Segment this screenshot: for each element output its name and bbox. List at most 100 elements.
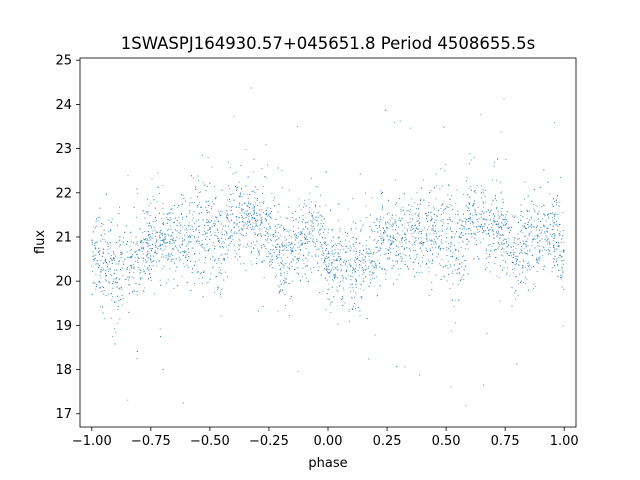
data-point [452, 252, 454, 254]
data-point [313, 211, 315, 213]
data-point [447, 194, 449, 196]
data-point [541, 231, 542, 233]
data-point [435, 225, 436, 227]
data-point [452, 272, 454, 274]
data-point [102, 248, 104, 250]
data-point [510, 246, 512, 248]
data-point [268, 214, 270, 216]
data-point [419, 247, 421, 249]
data-point [267, 228, 269, 230]
data-point [379, 218, 381, 220]
data-point [347, 266, 349, 268]
data-point [431, 246, 433, 248]
data-point [506, 242, 507, 244]
data-point [156, 265, 158, 267]
data-point [95, 288, 97, 290]
data-point [547, 181, 549, 183]
data-point [553, 250, 555, 252]
data-point [503, 267, 505, 268]
data-point [544, 214, 546, 216]
data-point [373, 272, 375, 274]
data-point [284, 272, 285, 274]
data-point [141, 247, 143, 248]
data-point [261, 261, 263, 263]
data-point [211, 220, 212, 222]
data-point [167, 218, 169, 220]
data-point [155, 235, 156, 237]
data-point [290, 236, 292, 238]
data-point [224, 253, 226, 255]
data-point [265, 219, 267, 221]
data-point [355, 241, 357, 243]
data-point [468, 187, 470, 189]
data-point [486, 219, 488, 221]
data-point [315, 204, 316, 206]
data-point [496, 179, 498, 181]
data-point [359, 260, 360, 261]
data-point [226, 213, 228, 215]
data-point [326, 269, 328, 271]
data-point [427, 250, 428, 252]
data-point [159, 192, 161, 194]
data-point [241, 188, 242, 190]
data-point [290, 295, 292, 297]
data-point [301, 233, 303, 235]
data-point [359, 288, 361, 290]
data-point [474, 232, 476, 234]
data-point [272, 249, 274, 251]
data-point [451, 205, 453, 207]
data-point [463, 228, 465, 230]
data-point [265, 228, 267, 229]
data-point [246, 204, 248, 206]
data-point [527, 264, 529, 266]
data-point [376, 218, 378, 220]
y-tick-label: 23 [55, 142, 72, 157]
data-point [178, 257, 180, 259]
data-point [282, 244, 283, 246]
data-point [485, 219, 487, 220]
data-point [318, 266, 320, 268]
data-point [265, 231, 267, 232]
data-point [426, 240, 428, 242]
data-point [457, 222, 459, 224]
data-point [280, 289, 282, 291]
data-point [441, 214, 442, 215]
data-point [275, 231, 277, 233]
data-point [244, 202, 246, 204]
data-point [227, 237, 229, 239]
data-point [402, 237, 404, 239]
data-point [447, 219, 449, 221]
data-point [187, 259, 188, 261]
data-point [545, 230, 547, 232]
data-point [554, 234, 556, 236]
data-point [249, 227, 251, 229]
data-point [526, 209, 528, 211]
data-point [359, 315, 361, 317]
data-point [447, 206, 448, 208]
data-point [221, 211, 223, 213]
data-point [529, 219, 531, 221]
data-point [93, 226, 95, 228]
data-point [247, 224, 249, 226]
data-point [499, 181, 501, 183]
data-point [333, 260, 335, 262]
data-point [136, 291, 138, 292]
data-point [553, 245, 554, 247]
data-point [96, 241, 98, 243]
data-point [463, 274, 465, 276]
data-point [451, 256, 453, 258]
data-point [510, 252, 512, 254]
data-point [348, 240, 350, 242]
data-point [368, 253, 370, 255]
data-point [254, 232, 256, 234]
data-point [352, 287, 354, 289]
data-point [136, 351, 138, 352]
data-point [206, 221, 208, 223]
data-point [387, 227, 389, 229]
data-point [214, 223, 216, 225]
data-point [189, 202, 191, 204]
data-point [315, 206, 316, 208]
data-point [431, 228, 433, 230]
data-point [457, 210, 459, 212]
data-point [138, 249, 140, 251]
